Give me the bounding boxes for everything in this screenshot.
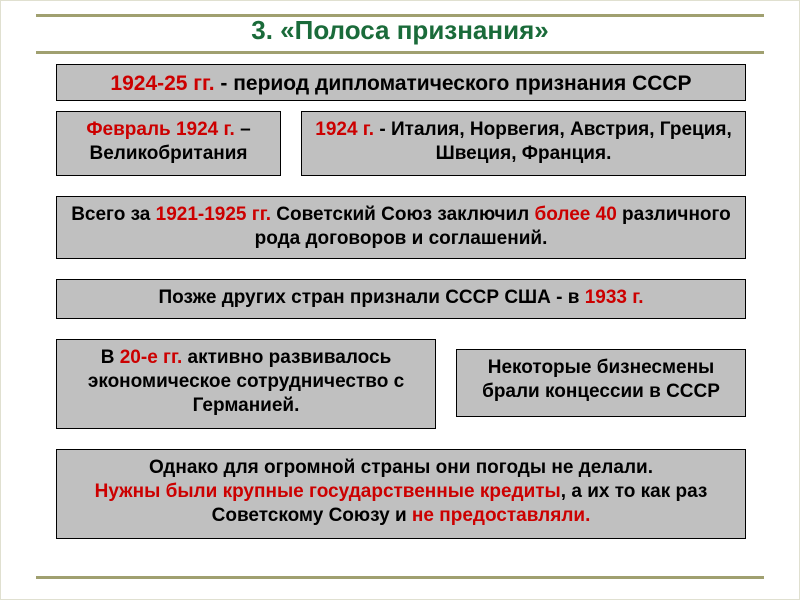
text-black: - Италия, Норвегия, Австрия, Греция, Шве… [374,119,732,164]
box-usa: Позже других стран признали СССР США - в… [56,279,746,319]
slide: 3. «Полоса признания» 1924-25 гг. - пери… [0,0,800,600]
slide-title: 3. «Полоса признания» [1,15,799,46]
r1: 1933 г. [585,287,644,308]
text-red: 1924-25 гг. [110,72,214,95]
r1: Нужны были крупные государственные креди… [95,481,561,502]
t1: Всего за [71,204,155,225]
t1: Однако для огромной страны они погоды не… [149,457,653,478]
text-red: 1924 г. [315,119,374,140]
box-countries: 1924 г. - Италия, Норвегия, Австрия, Гре… [301,111,746,176]
text-dash: – [235,119,251,140]
r1: 1921-1925 гг. [156,204,271,225]
text-black: - период дипломатического признания СССР [215,72,692,95]
box-period: 1924-25 гг. - период дипломатического пр… [56,64,746,101]
r2: более 40 [535,204,617,225]
text-red: Февраль 1924 г. [86,119,235,140]
box-treaties: Всего за 1921-1925 гг. Советский Союз за… [56,196,746,259]
t1: Позже других стран признали СССР США - в [158,287,584,308]
text-black: Великобритания [89,143,247,164]
t2: Советский Союз заключил [271,204,535,225]
r2: не предоставляли. [412,505,590,526]
box-germany: В 20-е гг. активно развивалось экономиче… [56,339,436,429]
box-concessions: Некоторые бизнесмены брали концессии в С… [456,349,746,417]
text: Некоторые бизнесмены брали концессии в С… [482,357,720,402]
decorative-line-footer [36,576,764,579]
decorative-line-bottom [36,51,764,54]
box-credits: Однако для огромной страны они погоды не… [56,449,746,539]
t1: В [101,347,120,368]
r1: 20-е гг. [120,347,183,368]
box-uk: Февраль 1924 г. – Великобритания [56,111,281,176]
